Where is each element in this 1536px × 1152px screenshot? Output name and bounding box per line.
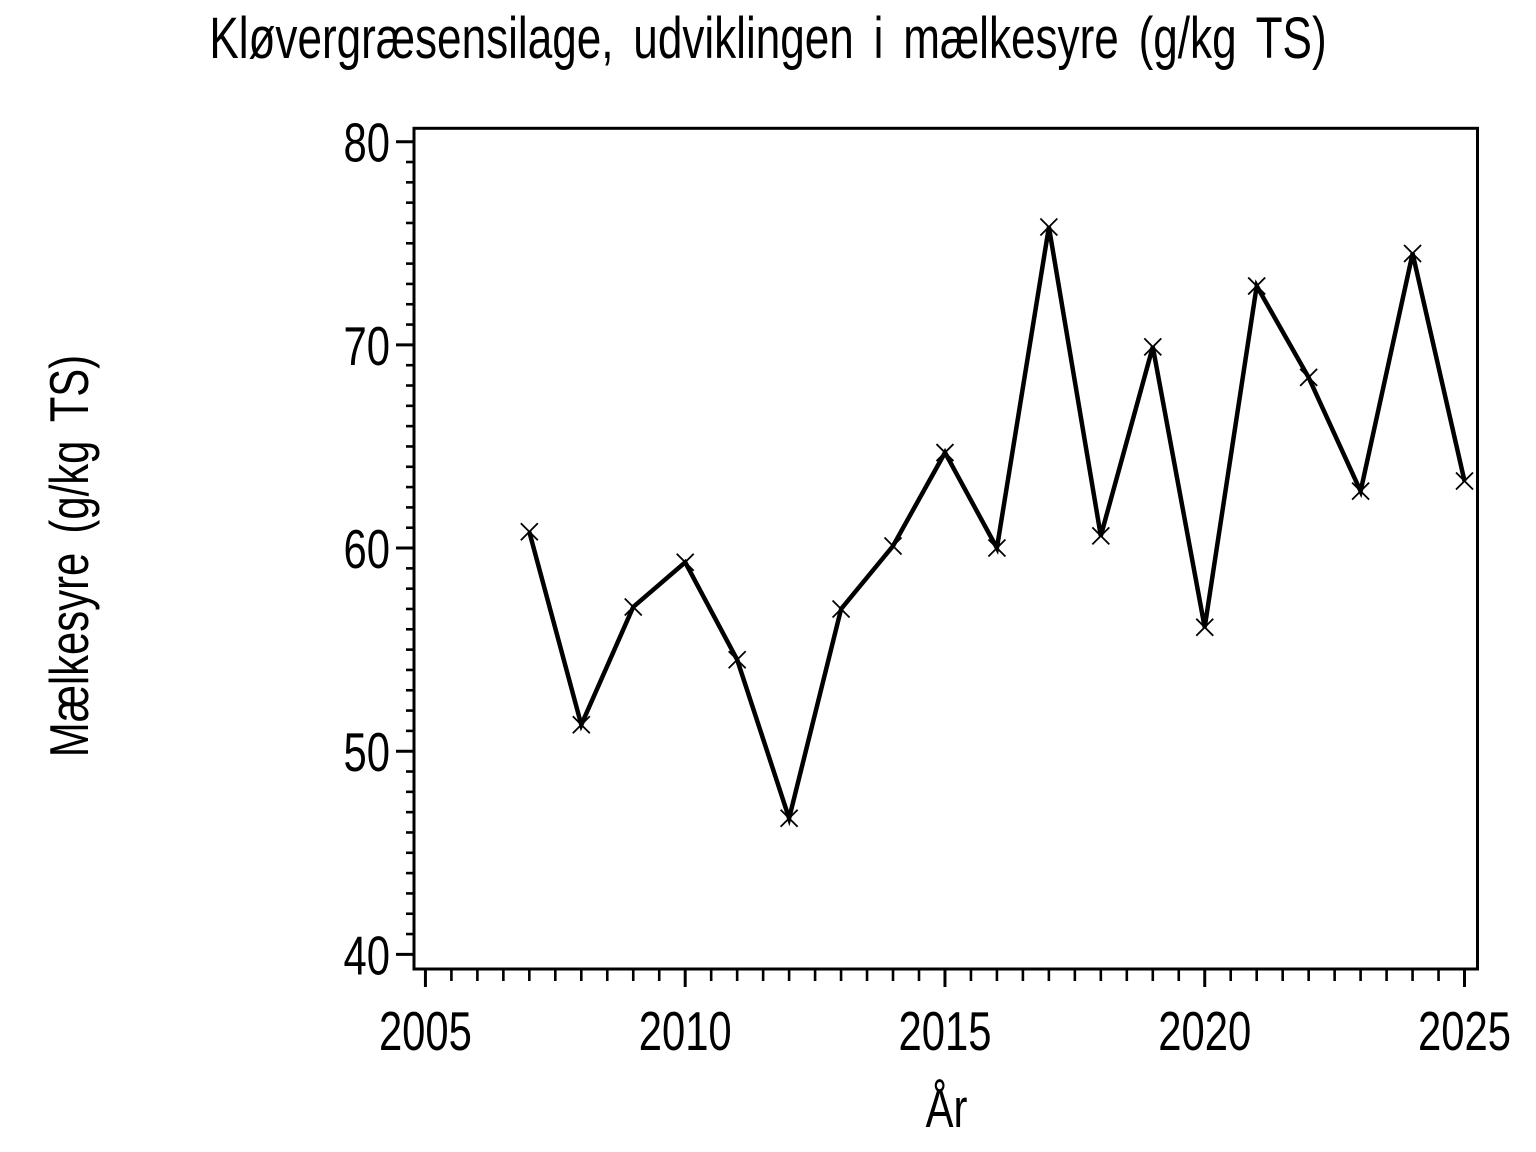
marker-stroke [987,538,1007,558]
y-tick-label: 70 [344,316,390,377]
data-point-marker [1039,217,1059,237]
x-tick-label: 2010 [639,1002,732,1063]
marker-stroke [1091,526,1110,545]
marker-stroke [1455,471,1474,491]
y-tick-label: 50 [344,723,390,784]
plot-area [396,126,1479,987]
y-tick-label: 80 [344,113,390,174]
marker-stroke [520,522,539,541]
x-axis-label: År [926,1079,968,1140]
data-point-marker [935,443,955,462]
marker-stroke [1351,482,1370,501]
data-point-marker [572,715,591,734]
data-point-marker [779,809,799,828]
data-point-marker [1195,618,1214,637]
data-point-marker [1403,244,1422,263]
marker-stroke [728,650,747,669]
marker-stroke [676,553,695,572]
marker-stroke [1299,368,1318,387]
y-axis-label-group: Mælkesyre (g/kg TS) [40,355,101,757]
data-point-marker [1247,276,1266,296]
y-tick-label: 40 [344,926,390,987]
data-point-marker [1143,337,1162,357]
x-tick-label: 2015 [898,1002,991,1063]
data-point-marker [1299,368,1318,387]
marker-stroke [1247,276,1266,296]
plot-frame [412,126,1479,971]
x-tick-label: 2025 [1418,1002,1511,1063]
data-point-marker [624,597,643,617]
x-tick-label: 2005 [379,1002,472,1063]
data-point-marker [676,553,695,572]
data-point-marker [728,650,747,669]
marker-stroke [935,443,955,462]
data-point-marker [831,599,851,619]
data-point-marker [1455,471,1474,491]
data-point-marker [1091,526,1110,545]
marker-stroke [1195,618,1214,637]
data-point-marker [883,536,903,556]
series-line [527,226,1467,827]
marker-stroke [1143,337,1162,357]
data-point-marker [520,522,539,541]
marker-stroke [779,809,799,828]
x-tick-label: 2020 [1158,1002,1251,1063]
chart-title: Kløvergræsensilage, udviklingen i mælkes… [209,5,1326,70]
y-axis-label: Mælkesyre (g/kg TS) [40,355,101,757]
marker-stroke [1403,244,1422,263]
marker-stroke [831,599,851,619]
y-tick-label: 60 [344,520,390,581]
marker-stroke [883,536,903,556]
marker-stroke [624,597,643,617]
data-point-marker [1351,482,1370,501]
data-point-marker [987,538,1007,558]
marker-stroke [572,715,591,734]
marker-stroke [1039,217,1059,237]
tick-labels: 40 50 60 70 80 2005 2010 2015 2020 2025 [344,113,1511,1062]
